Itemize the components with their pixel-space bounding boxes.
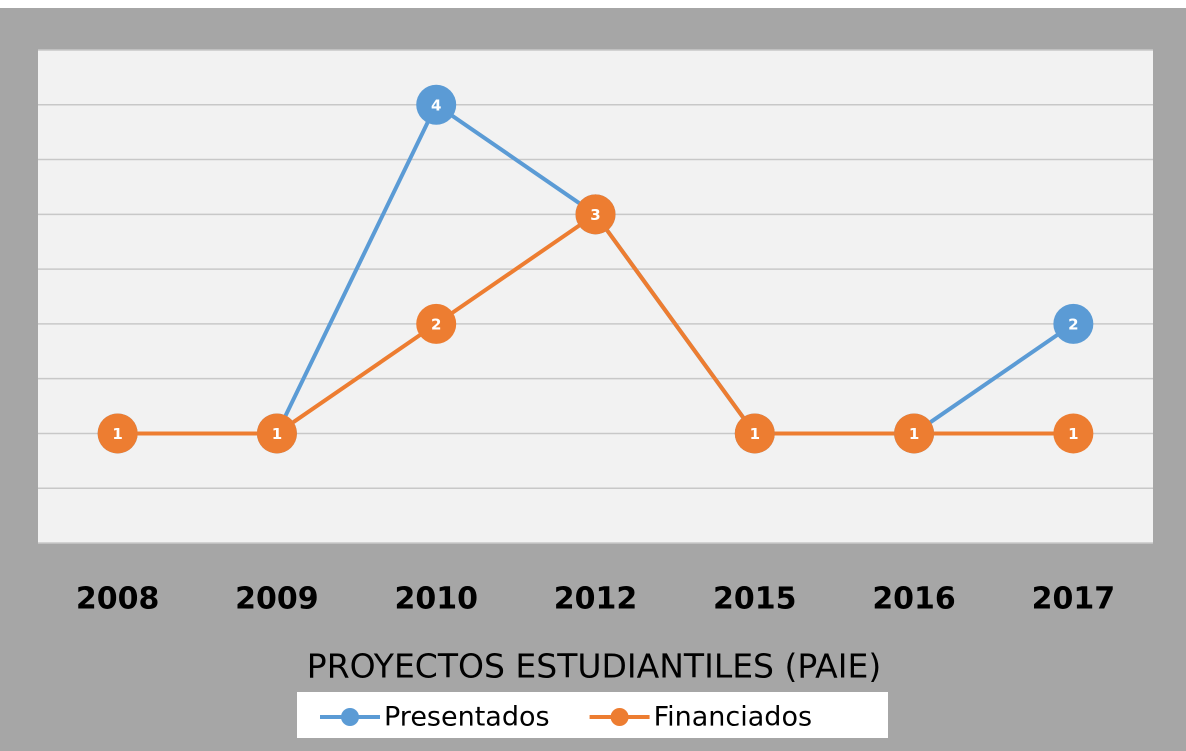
plot-area <box>38 50 1153 543</box>
data-label: 3 <box>590 206 600 224</box>
x-tick-label: 2008 <box>76 582 160 617</box>
legend-marker <box>341 708 359 726</box>
data-label: 2 <box>1068 315 1078 333</box>
data-point <box>575 194 616 235</box>
data-label: 1 <box>909 425 919 443</box>
data-point <box>416 303 457 344</box>
legend-marker <box>610 708 629 726</box>
data-point <box>1053 413 1094 454</box>
data-label: 1 <box>750 425 760 443</box>
legend-label: Financiados <box>654 702 812 733</box>
top-strip <box>0 0 1186 8</box>
x-tick-label: 2016 <box>872 582 956 617</box>
data-label: 1 <box>1068 425 1078 443</box>
legend-label: Presentados <box>384 702 550 733</box>
data-label: 4 <box>431 96 441 114</box>
data-point <box>97 413 138 454</box>
data-label: 1 <box>112 425 122 443</box>
data-point <box>734 413 775 454</box>
data-point <box>416 84 457 125</box>
x-tick-label: 2015 <box>713 582 797 617</box>
x-tick-label: 2010 <box>394 582 478 617</box>
data-point <box>1053 303 1094 344</box>
x-tick-label: 2017 <box>1032 582 1116 617</box>
data-point <box>256 413 297 454</box>
data-label: 1 <box>272 425 282 443</box>
x-tick-label: 2012 <box>554 582 638 617</box>
x-tick-label: 2009 <box>235 582 319 617</box>
data-label: 2 <box>431 315 441 333</box>
data-point <box>894 413 935 454</box>
chart-title: PROYECTOS ESTUDIANTILES (PAIE) <box>307 647 881 686</box>
